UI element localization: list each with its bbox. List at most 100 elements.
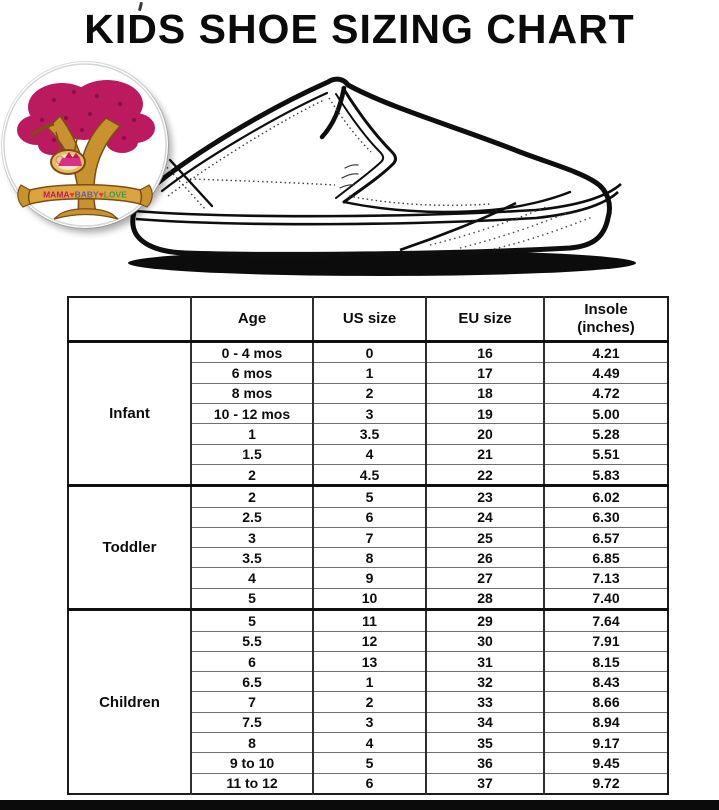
page-title: KIDS SHOE SIZING CHART	[84, 6, 635, 52]
eu-size-cell: 31	[425, 650, 544, 672]
age-cell: 7.5	[191, 711, 313, 733]
table-row: Infant 0 - 4 mos 0 16 4.21	[68, 340, 668, 486]
us-size-cell: 1	[312, 671, 426, 692]
insole-cell: 4.49	[543, 362, 668, 384]
table-row: 6 mos 1 17 4.49	[68, 362, 668, 384]
us-size-cell: 8	[312, 547, 426, 568]
insole-cell: 5.51	[543, 443, 668, 465]
logo-banner-text: MAMA♥BABY♥LOVE	[43, 190, 127, 200]
table-row: 2.5 6 24 6.30	[68, 506, 668, 528]
group-label-infant: Infant	[68, 340, 192, 486]
eu-size-cell: 30	[425, 630, 544, 652]
header-age: Age	[190, 297, 313, 343]
eu-size-cell: 23	[425, 484, 544, 508]
age-cell: 6.5	[191, 671, 313, 692]
table-row: 4 9 27 7.13	[68, 567, 668, 589]
age-cell: 5	[191, 587, 313, 610]
shoe-stitching	[163, 97, 491, 211]
insole-cell: 6.02	[543, 484, 668, 508]
age-cell: 8	[191, 731, 313, 753]
age-cell: 1.5	[191, 443, 313, 465]
eu-size-cell: 32	[425, 671, 544, 692]
us-size-cell: 9	[312, 567, 426, 589]
size-table-body: Infant 0 - 4 mos 0 16 4.21 6 mos 1 17 4.49 8 mos 2…	[68, 340, 668, 794]
age-cell: 9 to 10	[191, 752, 313, 774]
insole-cell: 9.45	[543, 752, 668, 774]
eu-size-cell: 17	[425, 362, 544, 384]
eu-size-cell: 24	[425, 506, 544, 528]
table-row: 8 mos 2 18 4.72	[68, 382, 668, 404]
insole-cell: 5.28	[543, 423, 668, 445]
header-eu-size: EU size	[425, 297, 544, 343]
shoe-collar	[160, 85, 347, 193]
eu-size-cell: 29	[425, 608, 544, 632]
us-size-cell: 6	[312, 772, 426, 794]
eu-size-cell: 36	[425, 752, 544, 774]
header-insole: Insole (inches)	[543, 297, 668, 343]
insole-cell: 5.83	[543, 463, 668, 486]
us-size-cell: 0	[312, 340, 426, 363]
table-row: 5.5 12 30 7.91	[68, 630, 668, 652]
eu-size-cell: 16	[425, 340, 544, 363]
insole-cell: 7.40	[543, 587, 668, 610]
eu-size-cell: 18	[425, 382, 544, 404]
age-cell: 8 mos	[191, 382, 313, 404]
insole-cell: 7.91	[543, 630, 668, 652]
us-size-cell: 10	[312, 587, 426, 610]
table-row: 10 - 12 mos 3 19 5.00	[68, 402, 668, 424]
logo-tree-icon: MAMA♥BABY♥LOVE	[3, 63, 167, 227]
eu-size-cell: 26	[425, 547, 544, 568]
shoe-elastic-gore	[335, 86, 572, 214]
table-row: 2 4.5 22 5.83	[68, 463, 668, 486]
table-row: 5 10 28 7.40	[68, 587, 668, 610]
eu-size-cell: 22	[425, 463, 544, 486]
insole-cell: 7.13	[543, 567, 668, 589]
table-row: 6.5 1 32 8.43	[68, 671, 668, 692]
table-row: 7 2 33 8.66	[68, 691, 668, 713]
age-cell: 6 mos	[191, 362, 313, 384]
age-cell: 2.5	[191, 506, 313, 528]
age-cell: 7	[191, 691, 313, 713]
eu-size-cell: 35	[425, 731, 544, 753]
us-size-cell: 5	[312, 752, 426, 774]
age-cell: 1	[191, 423, 313, 445]
banner-ribbon: MAMA♥BABY♥LOVE	[17, 184, 153, 208]
insole-cell: 6.30	[543, 506, 668, 528]
tree-foliage	[17, 80, 155, 155]
table-row: 3 7 25 6.57	[68, 526, 668, 548]
eu-size-cell: 27	[425, 567, 544, 589]
us-size-cell: 6	[312, 506, 426, 528]
shoe-toe-texture	[429, 206, 593, 250]
age-cell: 2	[190, 484, 313, 508]
table-row: 6 13 31 8.15	[68, 650, 668, 672]
age-cell: 3.5	[191, 547, 313, 568]
eu-size-cell: 25	[425, 526, 544, 548]
eu-size-cell: 19	[425, 402, 544, 424]
us-size-cell: 13	[312, 650, 426, 672]
eu-size-cell: 37	[425, 772, 544, 794]
insole-cell: 6.85	[543, 547, 668, 568]
shoe-outline	[130, 76, 612, 257]
age-cell: 6	[191, 650, 313, 672]
insole-cell: 4.21	[543, 340, 668, 363]
insole-cell: 8.66	[543, 691, 668, 713]
table-row: 7.5 3 34 8.94	[68, 711, 668, 733]
insole-cell: 5.00	[543, 402, 668, 424]
header-row: Age US size EU size Insole (inches)	[68, 297, 668, 343]
baby-swing	[50, 131, 86, 175]
table-row: 1 3.5 20 5.28	[68, 423, 668, 445]
us-size-cell: 4	[312, 443, 426, 465]
insole-cell: 8.43	[543, 671, 668, 692]
us-size-cell: 3	[312, 402, 426, 424]
us-size-cell: 2	[312, 382, 426, 404]
insole-cell: 6.57	[543, 526, 668, 548]
us-size-cell: 5	[312, 484, 426, 508]
age-cell: 3	[191, 526, 313, 548]
us-size-cell: 11	[312, 608, 426, 632]
us-size-cell: 4.5	[312, 463, 426, 486]
us-size-cell: 12	[312, 630, 426, 652]
us-size-cell: 1	[312, 362, 426, 384]
group-label-children: Children	[68, 608, 192, 794]
table-row: 8 4 35 9.17	[68, 731, 668, 753]
group-label-toddler: Toddler	[68, 484, 192, 610]
